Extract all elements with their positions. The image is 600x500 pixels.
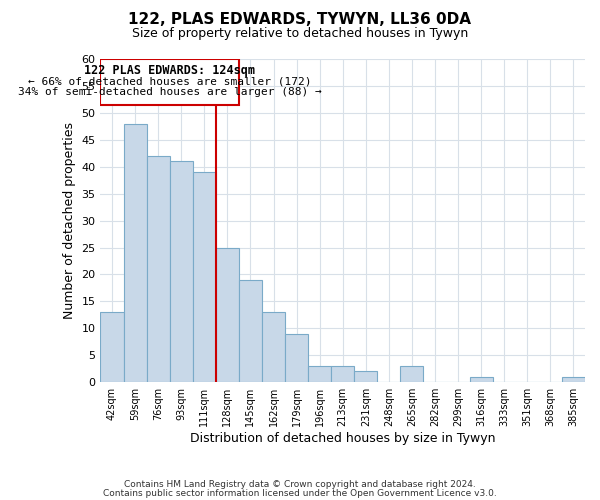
Bar: [470, 377, 493, 382]
Text: 34% of semi-detached houses are larger (88) →: 34% of semi-detached houses are larger (…: [18, 88, 322, 98]
Text: 122, PLAS EDWARDS, TYWYN, LL36 0DA: 122, PLAS EDWARDS, TYWYN, LL36 0DA: [128, 12, 472, 28]
Text: ← 66% of detached houses are smaller (172): ← 66% of detached houses are smaller (17…: [28, 76, 311, 86]
Text: 122 PLAS EDWARDS: 124sqm: 122 PLAS EDWARDS: 124sqm: [84, 64, 255, 78]
Bar: [100, 312, 124, 382]
Bar: [562, 377, 585, 382]
Bar: [400, 366, 424, 382]
Bar: [100, 59, 239, 105]
Bar: [239, 280, 262, 382]
Bar: [285, 334, 308, 382]
Bar: [193, 172, 216, 382]
Bar: [308, 366, 331, 382]
Bar: [216, 248, 239, 382]
Bar: [262, 312, 285, 382]
Text: Contains HM Land Registry data © Crown copyright and database right 2024.: Contains HM Land Registry data © Crown c…: [124, 480, 476, 489]
X-axis label: Distribution of detached houses by size in Tywyn: Distribution of detached houses by size …: [190, 432, 496, 445]
Y-axis label: Number of detached properties: Number of detached properties: [63, 122, 76, 319]
Bar: [331, 366, 354, 382]
Bar: [124, 124, 146, 382]
Text: Contains public sector information licensed under the Open Government Licence v3: Contains public sector information licen…: [103, 488, 497, 498]
Text: Size of property relative to detached houses in Tywyn: Size of property relative to detached ho…: [132, 28, 468, 40]
Bar: [354, 372, 377, 382]
Bar: [170, 162, 193, 382]
Bar: [146, 156, 170, 382]
